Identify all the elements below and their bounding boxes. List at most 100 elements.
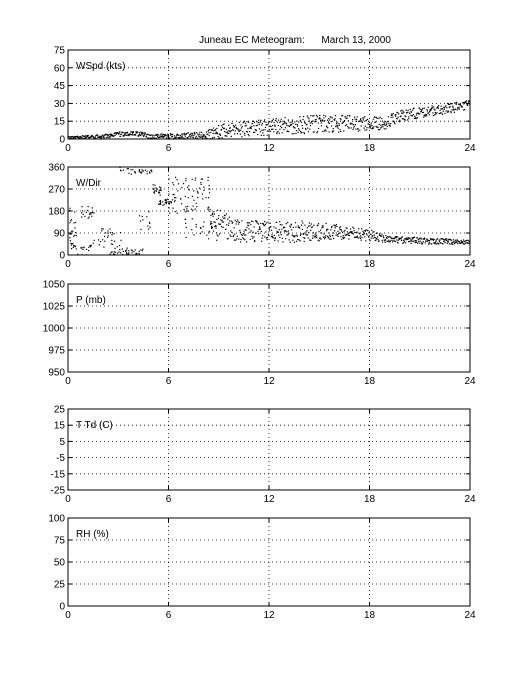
data-point	[187, 132, 189, 134]
data-point	[401, 118, 404, 120]
data-point	[150, 169, 153, 171]
data-point	[235, 124, 237, 126]
data-point	[343, 237, 346, 239]
data-point	[169, 201, 171, 203]
data-point	[144, 132, 147, 134]
data-point	[118, 133, 120, 135]
data-point	[241, 234, 244, 236]
data-point	[355, 231, 357, 233]
data-point	[328, 122, 330, 124]
data-point	[249, 222, 251, 224]
data-point	[298, 121, 300, 123]
data-point	[301, 220, 303, 222]
data-point	[265, 237, 268, 239]
data-point	[81, 136, 83, 139]
data-point	[270, 125, 272, 128]
data-point	[209, 210, 211, 212]
data-point	[201, 136, 203, 138]
data-point	[398, 121, 400, 123]
data-point	[108, 137, 110, 139]
axes-frame	[67, 408, 471, 491]
data-point	[448, 106, 450, 108]
data-point	[324, 236, 326, 239]
data-point	[361, 233, 364, 236]
data-point	[129, 133, 132, 135]
data-point	[269, 125, 271, 127]
data-point	[194, 208, 196, 210]
data-point	[292, 239, 294, 241]
data-point	[215, 225, 217, 227]
data-point	[147, 133, 149, 136]
data-point	[332, 130, 335, 132]
data-point	[281, 237, 283, 240]
data-point	[406, 119, 409, 121]
data-point	[82, 213, 84, 215]
data-point	[121, 248, 123, 250]
data-point	[182, 133, 184, 135]
data-point	[343, 230, 345, 232]
data-point	[130, 133, 133, 136]
data-point	[383, 124, 385, 126]
data-point	[159, 135, 161, 137]
data-point	[318, 118, 320, 120]
data-point	[395, 237, 397, 239]
data-point	[364, 129, 366, 131]
data-point	[91, 211, 94, 213]
data-point	[148, 211, 150, 213]
data-point	[128, 135, 130, 137]
data-point	[211, 129, 213, 131]
data-point	[208, 197, 210, 199]
data-point	[316, 116, 318, 118]
data-point	[203, 138, 205, 140]
data-point	[77, 253, 79, 255]
data-point	[123, 131, 125, 134]
data-point	[293, 133, 295, 135]
data-point	[317, 127, 320, 130]
data-point	[202, 134, 204, 137]
data-point	[256, 124, 259, 126]
data-point	[255, 129, 257, 131]
data-point	[189, 133, 192, 135]
data-point	[176, 179, 178, 181]
panel-label: P (mb)	[76, 295, 106, 306]
data-point	[299, 119, 301, 121]
data-point	[348, 234, 351, 237]
data-point	[74, 245, 76, 247]
data-point	[202, 198, 204, 200]
data-point	[103, 135, 105, 137]
data-point	[244, 229, 246, 231]
data-point	[323, 114, 325, 117]
data-point	[261, 129, 263, 131]
data-point	[392, 238, 395, 240]
data-point	[171, 135, 173, 138]
data-point	[283, 129, 285, 131]
data-point	[259, 226, 261, 228]
data-point	[70, 136, 72, 138]
data-point	[413, 236, 415, 238]
data-point	[219, 210, 221, 212]
data-point	[231, 222, 233, 224]
data-point	[381, 239, 383, 241]
data-point	[402, 110, 404, 112]
data-point	[451, 242, 453, 244]
data-point	[118, 132, 120, 134]
data-point	[158, 192, 161, 194]
data-point	[437, 106, 439, 108]
data-point	[103, 235, 106, 238]
data-point	[289, 226, 292, 228]
y-tick-label: 360	[48, 163, 65, 174]
data-point	[220, 226, 223, 228]
data-point	[121, 253, 124, 256]
data-point	[207, 130, 209, 132]
data-point	[128, 250, 130, 252]
data-point	[433, 242, 435, 244]
data-point	[311, 120, 313, 123]
data-point	[152, 134, 154, 136]
data-point	[435, 239, 437, 241]
data-point	[372, 118, 374, 120]
data-point	[419, 242, 421, 244]
data-point	[439, 112, 441, 115]
data-point	[72, 136, 74, 138]
data-point	[163, 136, 165, 138]
